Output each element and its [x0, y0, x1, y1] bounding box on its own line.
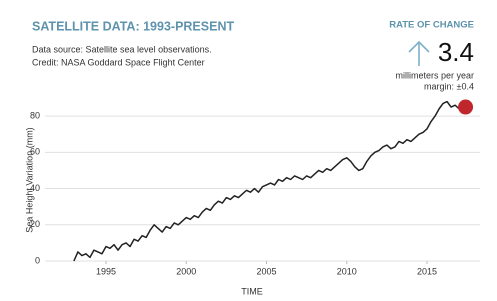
rate-unit: millimeters per year — [395, 70, 474, 80]
x-tick-label: 1995 — [96, 266, 116, 276]
y-tick-label: 60 — [30, 147, 40, 157]
source-line: Data source: Satellite sea level observa… — [32, 44, 212, 54]
x-tick-label: 2005 — [256, 266, 276, 276]
x-tick-label: 2015 — [417, 266, 437, 276]
credit-line: Credit: NASA Goddard Space Flight Center — [32, 57, 205, 67]
rate-margin: margin: ±0.4 — [424, 81, 474, 91]
x-axis-label: TIME — [241, 286, 263, 296]
rate-value: 3.4 — [438, 37, 474, 67]
y-tick-label: 0 — [35, 255, 40, 265]
end-marker — [458, 99, 474, 115]
y-tick-label: 40 — [30, 183, 40, 193]
data-line — [73, 100, 467, 262]
chart-title: SATELLITE DATA: 1993-PRESENT — [32, 19, 234, 33]
y-tick-label: 20 — [30, 219, 40, 229]
x-tick-label: 2000 — [176, 266, 196, 276]
x-tick-label: 2010 — [337, 266, 357, 276]
up-arrow — [408, 40, 430, 66]
y-tick-label: 80 — [30, 110, 40, 120]
y-axis-label: Sea Height Variation (mm) — [24, 127, 34, 232]
rate-label: RATE OF CHANGE — [389, 20, 474, 31]
